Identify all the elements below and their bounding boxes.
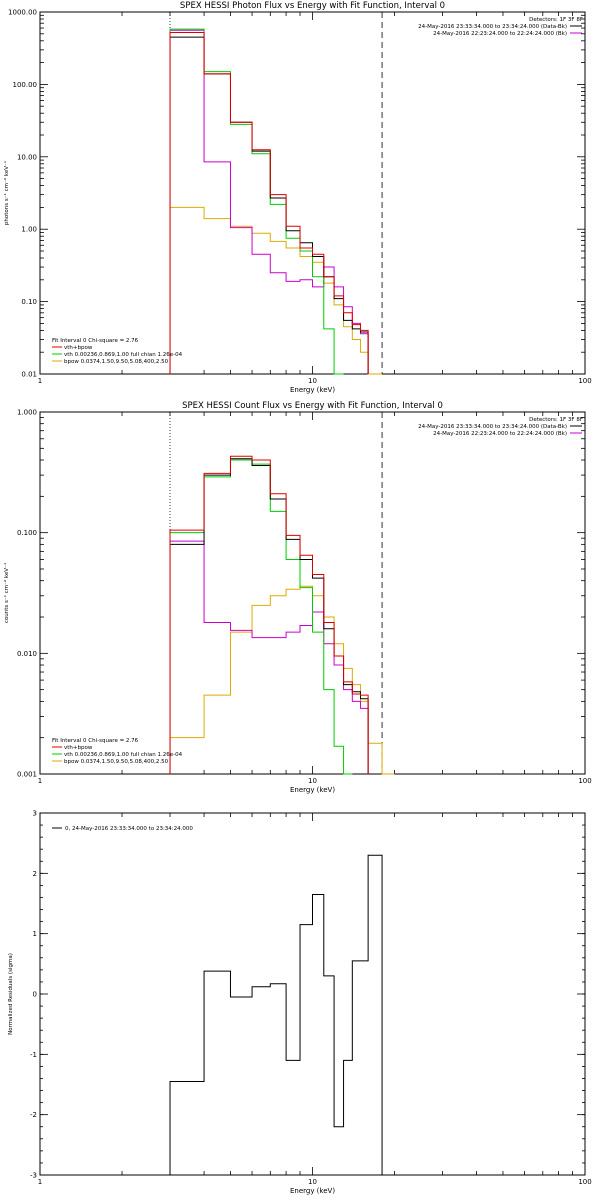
chart-panel-3: 1 10 100 Energy (keV) -3 -2 -1 0 1 2 3 Normalized R… (8, 810, 592, 1196)
x-tick-label: 100 (578, 377, 591, 385)
series-vth-line (170, 29, 344, 374)
legend-entry: 24-May-2016 22:23:24.000 to 22:24:24.000… (433, 31, 567, 37)
y-tick-label: 2 (33, 870, 37, 878)
legend-entry: vth+bpow (64, 345, 93, 351)
chart-title: SPEX HESSI Photon Flux vs Energy with Fi… (180, 1, 445, 11)
series-residuals-line (170, 855, 382, 1175)
x-axis-label: Energy (keV) (290, 386, 335, 394)
y-axis-label: photons s⁻¹ cm⁻² keV⁻¹ (3, 161, 10, 225)
series-data-bk-line (170, 459, 368, 774)
x-tick-label: 100 (578, 1178, 591, 1186)
y-tick-label: 1 (33, 930, 37, 938)
plot-frame (40, 813, 585, 1175)
series-data-bk-line (170, 37, 368, 374)
series-vth-bpow-line (170, 456, 368, 774)
legend-entry: 24-May-2016 22:23:24.000 to 22:24:24.000… (433, 431, 567, 437)
y-tick-label: 10.00 (17, 153, 37, 161)
y-tick-label: -2 (30, 1111, 37, 1119)
series-bk-line (170, 30, 368, 374)
x-tick-label: 1 (38, 777, 42, 785)
legend-entry: bpow 0.0374,1.50,9.50,5.08,400,2.50 (64, 759, 169, 765)
spectrum-figure: SPEX HESSI Photon Flux vs Energy with Fi… (0, 0, 600, 1200)
chart-panel-1: SPEX HESSI Photon Flux vs Energy with Fi… (3, 1, 592, 394)
y-tick-label: 0.100 (17, 529, 37, 537)
legend-entry: 0, 24-May-2016 23:33:34.000 to 23:34:24.… (65, 826, 193, 832)
series-bpow-line (170, 207, 382, 374)
legend-entry: vth 0.00236,0.869,1.00 full chian 1.26e-… (64, 752, 183, 758)
x-tick-label: 1 (38, 377, 42, 385)
y-tick-label: 1.00 (21, 226, 37, 234)
y-tick-label: 0.10 (21, 298, 37, 306)
y-axis-label: Normalized Residuals (sigma) (8, 953, 14, 1035)
x-tick-label: 10 (308, 777, 317, 785)
y-tick-label: 1.000 (17, 409, 37, 417)
y-axis-label: counts s⁻¹ cm⁻² keV⁻¹ (3, 563, 10, 623)
series-bk-line (170, 541, 368, 774)
y-tick-label: -1 (30, 1051, 37, 1059)
y-tick-label: 1000.00 (8, 9, 37, 17)
y-tick-label: 0.010 (17, 650, 37, 658)
chart-title: SPEX HESSI Count Flux vs Energy with Fit… (182, 401, 443, 411)
x-tick-label: 10 (308, 1178, 317, 1186)
series-vth-bpow-line (170, 33, 368, 374)
chart-panel-2: SPEX HESSI Count Flux vs Energy with Fit… (3, 401, 592, 794)
y-tick-label: 0.01 (21, 371, 37, 379)
plot-frame (40, 12, 585, 374)
y-tick-label: -3 (30, 1172, 37, 1180)
legend-entry: bpow 0.0374,1.50,9.50,5.08,400,2.50 (64, 359, 169, 365)
legend-fit-header: Fit Interval 0 Chi-square = 2.76 (52, 338, 139, 344)
y-tick-label: 0.001 (17, 771, 37, 779)
y-tick-label: 100.00 (13, 81, 38, 89)
legend-entry: 24-May-2016 23:33:34.000 to 23:34:24.000… (418, 24, 567, 30)
legend-entry: 24-May-2016 23:33:34.000 to 23:34:24.000… (418, 424, 567, 430)
legend-entry: vth+bpow (64, 745, 93, 751)
legend-detectors: Detectors: 1F 3F 8F (529, 417, 583, 423)
x-tick-label: 100 (578, 777, 591, 785)
y-tick-label: 0 (33, 991, 37, 999)
x-tick-label: 1 (38, 1178, 42, 1186)
legend-fit-header: Fit Interval 0 Chi-square = 2.76 (52, 738, 139, 744)
x-tick-label: 10 (308, 377, 317, 385)
legend-entry: vth 0.00236,0.869,1.00 full chian 1.26e-… (64, 352, 183, 358)
legend-detectors: Detectors: 1F 3F 8F (529, 17, 583, 23)
x-axis-label: Energy (keV) (290, 786, 335, 794)
y-tick-label: 3 (33, 810, 37, 818)
x-axis-label: Energy (keV) (290, 1187, 335, 1195)
